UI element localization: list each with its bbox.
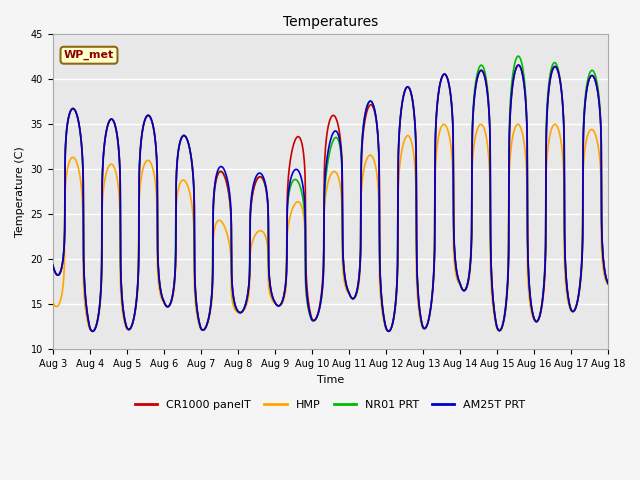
NR01 PRT xyxy=(489,294,497,300)
Line: AM25T PRT: AM25T PRT xyxy=(52,65,640,331)
Text: WP_met: WP_met xyxy=(64,50,114,60)
CR1000 panelT xyxy=(634,125,640,131)
HMP xyxy=(576,285,584,290)
AM25T PRT xyxy=(576,281,584,287)
AM25T PRT xyxy=(515,62,522,68)
Line: CR1000 panelT: CR1000 panelT xyxy=(52,65,640,331)
Y-axis label: Temperature (C): Temperature (C) xyxy=(15,146,25,237)
CR1000 panelT xyxy=(489,293,497,299)
HMP xyxy=(477,121,484,127)
NR01 PRT xyxy=(334,136,342,142)
Line: NR01 PRT: NR01 PRT xyxy=(52,56,640,331)
HMP xyxy=(385,328,392,334)
NR01 PRT xyxy=(89,328,97,334)
AM25T PRT xyxy=(49,262,56,268)
X-axis label: Time: Time xyxy=(317,374,344,384)
CR1000 panelT xyxy=(323,137,330,143)
AM25T PRT xyxy=(333,130,341,135)
AM25T PRT xyxy=(141,116,149,121)
HMP xyxy=(323,189,330,194)
NR01 PRT xyxy=(49,263,56,268)
HMP xyxy=(49,299,56,305)
AM25T PRT xyxy=(489,294,497,300)
NR01 PRT xyxy=(515,53,522,59)
Title: Temperatures: Temperatures xyxy=(283,15,378,29)
HMP xyxy=(333,172,341,178)
CR1000 panelT xyxy=(385,328,392,334)
CR1000 panelT xyxy=(333,120,341,125)
AM25T PRT xyxy=(634,127,640,132)
HMP xyxy=(141,159,149,165)
NR01 PRT xyxy=(576,280,584,286)
CR1000 panelT xyxy=(576,282,584,288)
Legend: CR1000 panelT, HMP, NR01 PRT, AM25T PRT: CR1000 panelT, HMP, NR01 PRT, AM25T PRT xyxy=(131,396,530,415)
HMP xyxy=(490,306,497,312)
AM25T PRT xyxy=(323,162,330,168)
HMP xyxy=(634,175,640,180)
NR01 PRT xyxy=(634,123,640,129)
CR1000 panelT xyxy=(49,262,56,268)
Line: HMP: HMP xyxy=(52,124,640,331)
CR1000 panelT xyxy=(515,62,522,68)
NR01 PRT xyxy=(323,168,330,173)
NR01 PRT xyxy=(142,115,150,120)
CR1000 panelT xyxy=(141,116,149,122)
AM25T PRT xyxy=(385,328,392,334)
